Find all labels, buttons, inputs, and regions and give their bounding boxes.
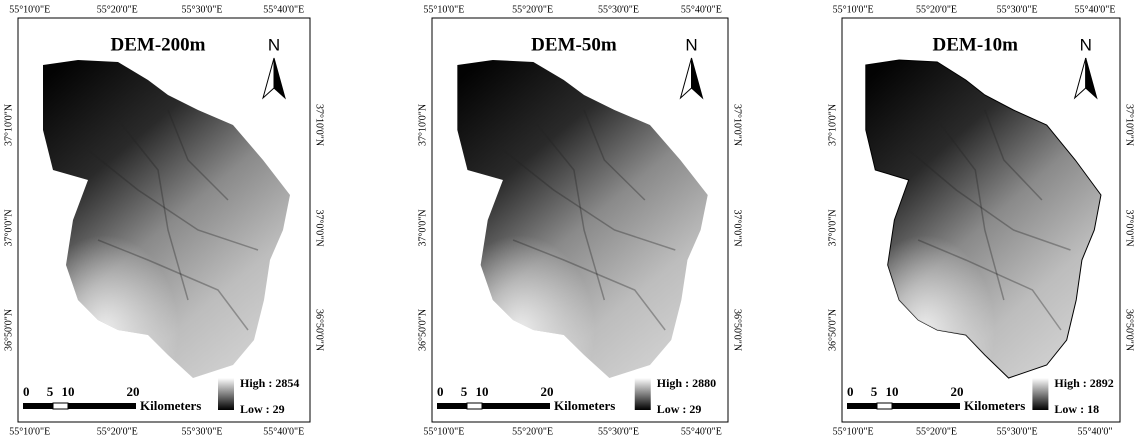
bottom-coordinate: 55°20'0"E: [916, 426, 957, 437]
right-coordinate: 37°10'0"N: [732, 104, 743, 146]
map-title: DEM-10m: [933, 34, 1019, 55]
scale-unit: Kilometers: [964, 398, 1025, 413]
right-coordinate: 37°0'0"N: [314, 209, 325, 246]
north-label: N: [268, 35, 280, 54]
scale-label: 10: [62, 384, 75, 399]
north-arrow-right: [1086, 58, 1097, 98]
scale-unit: Kilometers: [554, 398, 615, 413]
scale-bar-segment: [467, 403, 482, 409]
left-coordinate: 36°50'0"N: [3, 309, 14, 351]
top-coordinate: 55°40'0"E: [1074, 4, 1115, 15]
left-coordinate: 37°10'0"N: [3, 104, 14, 146]
scale-bar-segment: [892, 403, 960, 409]
right-coordinate: 37°10'0"N: [1124, 104, 1135, 146]
map-panel: DEM-10m N 55°10'0"E 55°20'0"E 55°30'0"E 55°40…: [827, 4, 1134, 437]
bottom-coordinate: 55°20'0"E: [512, 426, 553, 437]
scale-bar-segment: [23, 403, 53, 409]
left-coordinate: 37°0'0"N: [3, 209, 14, 246]
top-coordinate: 55°10'0"E: [9, 4, 50, 15]
left-coordinate: 37°0'0"N: [827, 209, 838, 246]
scale-label: 10: [476, 384, 489, 399]
legend-high: High : 2892: [1054, 376, 1113, 390]
scale-bar-segment: [847, 403, 877, 409]
bottom-coordinate: 55°40'0": [1078, 426, 1113, 437]
top-coordinate: 55°30'0"E: [598, 4, 639, 15]
legend-low: Low : 18: [1054, 402, 1099, 416]
legend-low: Low : 29: [240, 402, 285, 416]
map-title: DEM-50m: [531, 34, 617, 55]
top-coordinate: 55°40'0"E: [681, 4, 722, 15]
scale-label: 5: [461, 384, 468, 399]
top-coordinate: 55°30'0"E: [997, 4, 1038, 15]
bottom-coordinate: 55°30'0"E: [598, 426, 639, 437]
map-panel: DEM-200m N 55°10'0"E 55°20'0"E 55°30'0"E 55°4…: [3, 4, 324, 437]
right-coordinate: 37°10'0"N: [314, 104, 325, 146]
right-coordinate: 37°0'0"N: [732, 209, 743, 246]
north-label: N: [1080, 35, 1092, 54]
scale-bar-segment: [877, 403, 892, 409]
right-coordinate: 36°50'0"N: [732, 309, 743, 351]
scale-bar-segment: [437, 403, 467, 409]
top-coordinate: 55°20'0"E: [916, 4, 957, 15]
scale-label: 20: [541, 384, 554, 399]
legend-low: Low : 29: [657, 402, 702, 416]
bottom-coordinate: 55°10'0"E: [9, 426, 50, 437]
top-coordinate: 55°20'0"E: [512, 4, 553, 15]
dem-figure: DEM-200m N 55°10'0"E 55°20'0"E 55°30'0"E 55°4…: [0, 0, 1137, 440]
right-coordinate: 36°50'0"N: [1124, 309, 1135, 351]
scale-bar-segment: [68, 403, 136, 409]
left-coordinate: 37°10'0"N: [827, 104, 838, 146]
scale-label: 5: [47, 384, 54, 399]
bottom-coordinate: 55°30'0"E: [997, 426, 1038, 437]
scale-label: 5: [871, 384, 878, 399]
legend-high: High : 2880: [657, 376, 716, 390]
top-coordinate: 55°10'0"E: [423, 4, 464, 15]
bottom-coordinate: 55°10'0"E: [423, 426, 464, 437]
scale-label: 20: [127, 384, 140, 399]
scale-bar-segment: [53, 403, 68, 409]
north-arrow-left: [263, 58, 274, 98]
scale-label: 0: [437, 384, 444, 399]
scale-label: 10: [886, 384, 899, 399]
left-coordinate: 36°50'0"N: [827, 309, 838, 351]
legend-ramp: [635, 378, 651, 410]
scale-bar-segment: [482, 403, 550, 409]
bottom-coordinate: 55°40'0"E: [263, 426, 304, 437]
left-coordinate: 36°50'0"N: [417, 309, 428, 351]
north-arrow-left: [1075, 58, 1086, 98]
right-coordinate: 37°0'0"N: [1124, 209, 1135, 246]
left-coordinate: 37°0'0"N: [417, 209, 428, 246]
top-coordinate: 55°20'0"E: [97, 4, 138, 15]
legend-ramp: [218, 378, 234, 410]
bottom-coordinate: 55°10'0"E: [833, 426, 874, 437]
bottom-coordinate: 55°30'0"E: [181, 426, 222, 437]
legend-high: High : 2854: [240, 376, 299, 390]
scale-unit: Kilometers: [140, 398, 201, 413]
bottom-coordinate: 55°40'0"E: [681, 426, 722, 437]
top-coordinate: 55°30'0"E: [181, 4, 222, 15]
top-coordinate: 55°10'0"E: [833, 4, 874, 15]
north-label: N: [685, 35, 697, 54]
left-coordinate: 37°10'0"N: [417, 104, 428, 146]
map-title: DEM-200m: [111, 34, 206, 55]
scale-label: 20: [951, 384, 964, 399]
map-panel: DEM-50m N 55°10'0"E 55°20'0"E 55°30'0"E 55°40…: [417, 4, 742, 437]
north-arrow-right: [692, 58, 703, 98]
scale-label: 0: [847, 384, 854, 399]
legend-ramp: [1032, 378, 1048, 410]
scale-label: 0: [23, 384, 30, 399]
north-arrow-left: [681, 58, 692, 98]
top-coordinate: 55°40'0"E: [263, 4, 304, 15]
right-coordinate: 36°50'0"N: [314, 309, 325, 351]
bottom-coordinate: 55°20'0"E: [97, 426, 138, 437]
north-arrow-right: [274, 58, 285, 98]
